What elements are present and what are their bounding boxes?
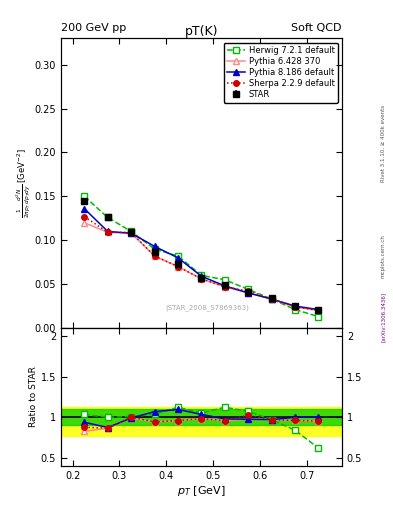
- Text: [arXiv:1306.3436]: [arXiv:1306.3436]: [381, 292, 386, 343]
- Pythia 8.186 default: [176, 255, 180, 261]
- Pythia 6.428 370: [129, 230, 134, 237]
- Herwig 7.2.1 default: [222, 276, 227, 283]
- Pythia 8.186 default: [152, 243, 157, 249]
- Y-axis label: Ratio to STAR: Ratio to STAR: [29, 367, 38, 428]
- Sherpa 2.2.9 default: [316, 307, 321, 313]
- Title: pT(K): pT(K): [185, 26, 218, 38]
- Sherpa 2.2.9 default: [152, 253, 157, 259]
- Pythia 8.186 default: [316, 307, 321, 313]
- Herwig 7.2.1 default: [293, 307, 298, 313]
- Pythia 6.428 370: [82, 220, 87, 226]
- Pythia 8.186 default: [129, 230, 134, 237]
- Line: Herwig 7.2.1 default: Herwig 7.2.1 default: [81, 193, 321, 319]
- Pythia 8.186 default: [269, 296, 274, 302]
- Herwig 7.2.1 default: [105, 215, 110, 221]
- Bar: [61, 407, 342, 436]
- Herwig 7.2.1 default: [269, 296, 274, 302]
- Sherpa 2.2.9 default: [176, 264, 180, 270]
- Pythia 6.428 370: [269, 296, 274, 302]
- Pythia 8.186 default: [105, 228, 110, 234]
- Pythia 8.186 default: [199, 273, 204, 280]
- Pythia 8.186 default: [82, 206, 87, 212]
- Sherpa 2.2.9 default: [222, 284, 227, 290]
- Pythia 6.428 370: [199, 276, 204, 282]
- Pythia 6.428 370: [246, 290, 251, 296]
- X-axis label: $p_T$ [GeV]: $p_T$ [GeV]: [177, 483, 226, 498]
- Bar: [61, 409, 342, 425]
- Pythia 6.428 370: [222, 284, 227, 290]
- Sherpa 2.2.9 default: [269, 296, 274, 302]
- Pythia 6.428 370: [105, 229, 110, 236]
- Pythia 8.186 default: [222, 283, 227, 289]
- Herwig 7.2.1 default: [246, 286, 251, 292]
- Line: Pythia 6.428 370: Pythia 6.428 370: [81, 220, 321, 313]
- Pythia 6.428 370: [316, 307, 321, 313]
- Herwig 7.2.1 default: [152, 246, 157, 252]
- Pythia 8.186 default: [293, 303, 298, 309]
- Sherpa 2.2.9 default: [82, 214, 87, 220]
- Herwig 7.2.1 default: [316, 313, 321, 319]
- Text: Rivet 3.1.10, ≥ 400k events: Rivet 3.1.10, ≥ 400k events: [381, 105, 386, 182]
- Sherpa 2.2.9 default: [129, 229, 134, 236]
- Text: Soft QCD: Soft QCD: [292, 23, 342, 33]
- Pythia 6.428 370: [152, 253, 157, 259]
- Text: (STAR_2008_S7869363): (STAR_2008_S7869363): [165, 304, 249, 311]
- Legend: Herwig 7.2.1 default, Pythia 6.428 370, Pythia 8.186 default, Sherpa 2.2.9 defau: Herwig 7.2.1 default, Pythia 6.428 370, …: [224, 42, 338, 102]
- Text: 200 GeV pp: 200 GeV pp: [61, 23, 126, 33]
- Pythia 6.428 370: [293, 304, 298, 310]
- Line: Sherpa 2.2.9 default: Sherpa 2.2.9 default: [82, 214, 321, 313]
- Text: mcplots.cern.ch: mcplots.cern.ch: [381, 234, 386, 278]
- Herwig 7.2.1 default: [199, 272, 204, 279]
- Sherpa 2.2.9 default: [105, 229, 110, 236]
- Herwig 7.2.1 default: [82, 194, 87, 200]
- Line: Pythia 8.186 default: Pythia 8.186 default: [81, 205, 321, 313]
- Sherpa 2.2.9 default: [293, 304, 298, 310]
- Pythia 8.186 default: [246, 290, 251, 296]
- Y-axis label: $\frac{1}{2\pi p_T}\frac{d^2N}{dp_T dy}$ [GeV$^{-2}$]: $\frac{1}{2\pi p_T}\frac{d^2N}{dp_T dy}$…: [15, 148, 33, 218]
- Herwig 7.2.1 default: [129, 228, 134, 234]
- Sherpa 2.2.9 default: [246, 288, 251, 294]
- Pythia 6.428 370: [176, 264, 180, 270]
- Sherpa 2.2.9 default: [199, 276, 204, 282]
- Herwig 7.2.1 default: [176, 253, 180, 259]
